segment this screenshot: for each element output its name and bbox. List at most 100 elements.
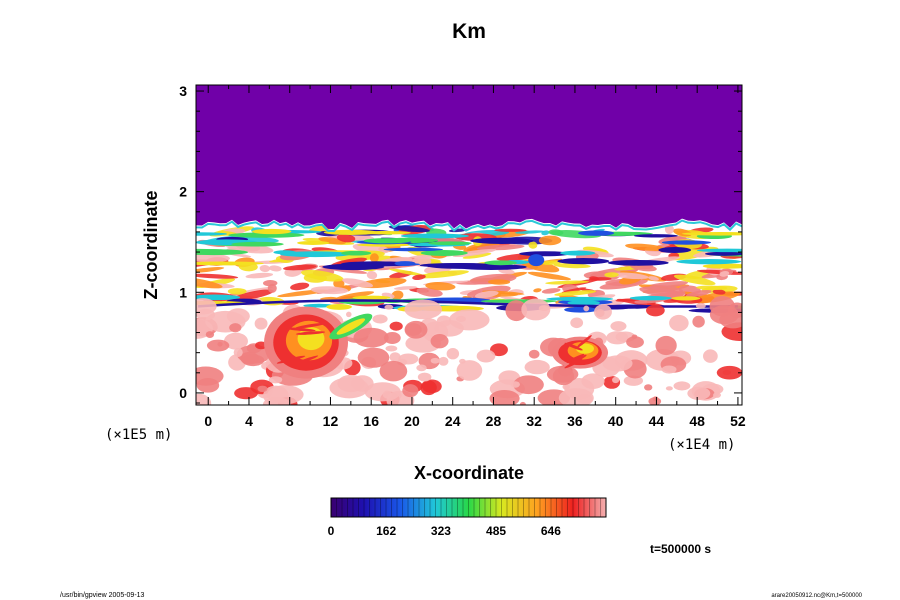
- mixed-layer-patch: [262, 397, 291, 405]
- turbulent-streak: [554, 290, 597, 297]
- x-tick-label: 8: [286, 413, 294, 429]
- upper-layer-edge: [196, 219, 742, 233]
- turbulent-streak: [334, 291, 375, 301]
- layer-streak: [557, 258, 610, 265]
- mixed-layer-patch: [364, 382, 401, 402]
- mixed-layer-patch: [490, 343, 508, 357]
- layer-streak: [702, 263, 742, 269]
- colorbar-ticks: 0 162 323 485 646: [328, 524, 562, 538]
- mixed-layer-patch: [581, 373, 605, 389]
- turbulent-streak: [245, 272, 274, 279]
- mixed-layer-patch: [558, 388, 594, 405]
- mixed-layer-patch: [223, 332, 248, 350]
- turbulent-streak: [527, 271, 572, 281]
- layer-streak: [658, 247, 692, 253]
- y-tick-label: 3: [179, 83, 187, 99]
- colorbar-tick-label: 646: [541, 524, 561, 538]
- mixed-layer-patch: [673, 381, 691, 391]
- turbulent-streak: [625, 243, 667, 251]
- turbulent-streak: [318, 237, 346, 245]
- heatmap-field: [196, 85, 742, 405]
- turbulent-streak: [712, 289, 726, 295]
- layer-streak: [560, 250, 596, 256]
- x-scale-label: (×1E4 m): [668, 437, 735, 453]
- mixed-layer-patch: [524, 359, 550, 375]
- eddy-filament: [276, 355, 306, 364]
- eddy-filament: [295, 323, 325, 329]
- turbulent-streak: [691, 291, 741, 304]
- mixed-layer-patch: [438, 356, 449, 366]
- layer-streak: [341, 250, 372, 256]
- plot-frame: [195, 84, 743, 406]
- mixed-layer-patch: [383, 332, 401, 344]
- turbulent-streak: [391, 290, 404, 300]
- mixed-layer-patch: [692, 315, 705, 328]
- mixed-layer-patch: [712, 392, 721, 398]
- layer-streak: [564, 306, 598, 313]
- layer-streak: [297, 240, 330, 245]
- layer-streak: [196, 248, 239, 255]
- mixed-layer-patch: [446, 347, 460, 360]
- turbulent-streak: [196, 267, 225, 274]
- layer-streak: [671, 296, 701, 301]
- turbulent-streak: [498, 268, 515, 275]
- layer-streak: [484, 260, 517, 266]
- turbulent-streak: [541, 288, 561, 294]
- layer-streak: [607, 259, 669, 266]
- x-tick-label: 24: [445, 413, 461, 429]
- mixed-layer-patch: [687, 386, 711, 400]
- mixed-layer-patch: [417, 372, 432, 382]
- eddy-filament: [566, 353, 585, 364]
- mixed-layer-patch: [389, 352, 401, 363]
- layer-streak: [323, 229, 378, 235]
- eddy-filament: [286, 327, 316, 332]
- colorbar-tick-label: 323: [431, 524, 451, 538]
- mixed-layer-patch: [434, 320, 464, 337]
- mixed-layer-patch: [372, 314, 388, 324]
- x-tick-label: 36: [567, 413, 583, 429]
- y-tick-label: 2: [179, 184, 187, 200]
- colorbar-tick-label: 0: [328, 524, 335, 538]
- turbulent-streak: [589, 277, 612, 281]
- mixed-layer-patch: [510, 381, 520, 388]
- footer-right: arare20050912.nc@Km,t=500000: [771, 593, 862, 599]
- mixed-layer-patch: [623, 375, 644, 386]
- mixed-layer-patch: [661, 365, 677, 374]
- turbulent-streak: [462, 252, 492, 259]
- mixed-layer-patch: [594, 304, 612, 320]
- colorbar-tick-label: 485: [486, 524, 506, 538]
- mixed-layer-patch: [546, 365, 579, 383]
- eddy-filament: [564, 342, 583, 351]
- turbulent-streak: [604, 272, 619, 278]
- turbulent-streak: [452, 248, 497, 258]
- layer-streak: [196, 261, 264, 266]
- mixed-layer-patch: [385, 345, 398, 352]
- turbulent-streak: [696, 285, 728, 291]
- mixed-layer-patch: [695, 303, 706, 309]
- turbulent-streak: [611, 272, 649, 280]
- mixed-layer-patch: [384, 304, 394, 310]
- time-label: t=500000 s: [650, 542, 711, 556]
- mixed-layer-patch: [703, 349, 718, 363]
- turbulent-streak: [227, 288, 247, 295]
- mixed-layer-patch: [631, 334, 638, 339]
- layer-streak: [251, 228, 292, 235]
- mixed-layer-patch: [379, 360, 408, 382]
- y-axis-ticks: 0 1 2 3: [179, 83, 742, 404]
- turbulent-streak: [541, 260, 562, 265]
- mixed-layer-patch: [476, 349, 496, 363]
- mixed-layer-patch: [404, 299, 443, 320]
- mixed-layer-patch: [570, 317, 584, 329]
- x-tick-label: 0: [204, 413, 212, 429]
- eddy-filament: [290, 355, 319, 366]
- mixed-layer-patch: [233, 347, 243, 357]
- mixed-layer-patch: [521, 298, 551, 321]
- layer-streak: [428, 241, 472, 246]
- turbulent-streak: [487, 279, 511, 285]
- mixed-layer-patch: [456, 315, 467, 322]
- turbulent-streak: [393, 286, 418, 290]
- colorbar-frame: [330, 497, 607, 518]
- turbulent-streak: [290, 282, 310, 291]
- mixed-layer-patch: [669, 314, 689, 332]
